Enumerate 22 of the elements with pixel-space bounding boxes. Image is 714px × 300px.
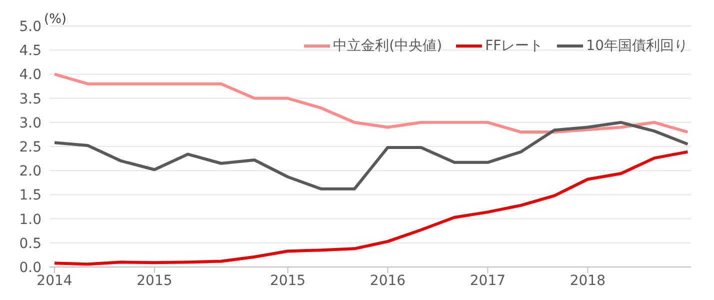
y-tick-label: 1.0: [19, 212, 42, 228]
x-tick-label: 2015: [136, 272, 172, 289]
line-series: [53, 72, 690, 134]
y-tick-label: 0.5: [19, 236, 42, 252]
line-series: [53, 150, 690, 266]
line-series: [53, 120, 690, 190]
y-tick-label: 3.0: [19, 115, 42, 132]
legend-label: 10年国債利回り: [586, 37, 688, 55]
x-tick-label: 2016: [370, 272, 406, 289]
y-tick-label: 1.5: [19, 188, 42, 204]
y-tick-label: 4.5: [19, 43, 42, 60]
x-tick-label: 2018: [570, 272, 606, 289]
legend-label: FFレート: [485, 37, 544, 55]
y-tick-label: 4.0: [19, 67, 42, 84]
y-axis-title: (%): [44, 12, 66, 27]
y-tick-label: 3.5: [19, 91, 42, 108]
y-tick-label: 2.5: [19, 139, 42, 156]
legend-label: 中立金利(中央値): [333, 37, 442, 55]
y-tick-label: 2.0: [19, 164, 42, 180]
x-tick-label: 2017: [470, 272, 506, 289]
x-tick-label: 2015: [270, 272, 306, 289]
y-tick-label: 5.0: [19, 18, 42, 35]
